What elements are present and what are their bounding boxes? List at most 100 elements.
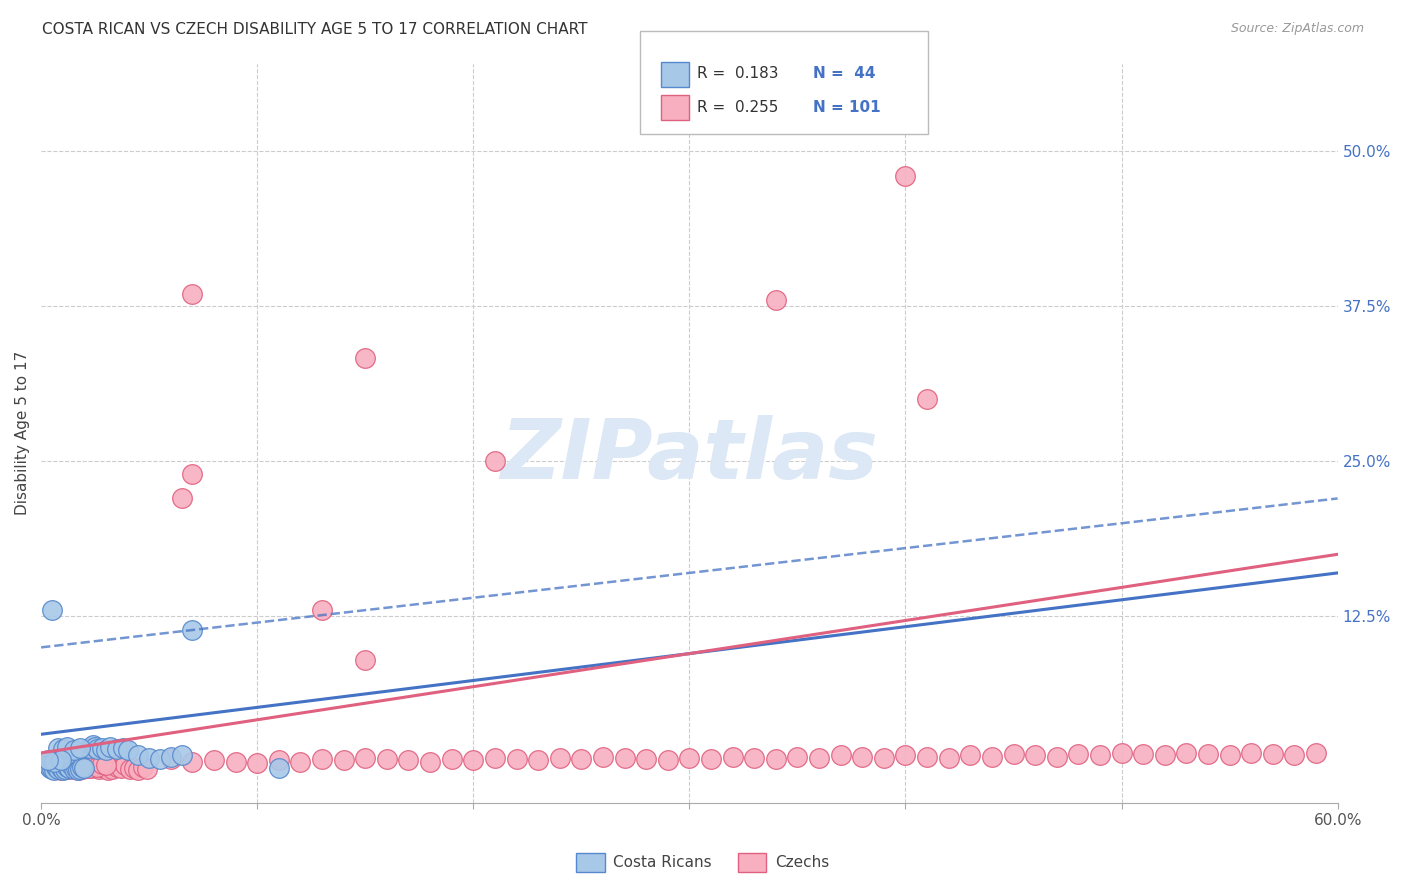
Point [48, 757, 70, 772]
Point [311, 752, 333, 766]
Point [1284, 748, 1306, 763]
Point [52, 764, 75, 778]
Point [105, 759, 128, 773]
Point [112, 740, 135, 755]
Point [873, 751, 896, 765]
Point [1088, 748, 1111, 763]
Point [70, 762, 93, 776]
Point [110, 761, 132, 775]
Point [93, 761, 115, 775]
Point [58, 762, 80, 776]
Text: R =  0.255: R = 0.255 [697, 101, 779, 115]
Point [114, 758, 136, 772]
Point [77, 761, 100, 775]
Point [181, 755, 204, 769]
Point [80, 761, 103, 775]
Point [73, 759, 96, 773]
Text: COSTA RICAN VS CZECH DISABILITY AGE 5 TO 17 CORRELATION CHART: COSTA RICAN VS CZECH DISABILITY AGE 5 TO… [42, 22, 588, 37]
Point [66, 764, 89, 778]
Point [440, 752, 463, 766]
Point [66, 764, 89, 778]
Point [170, 491, 193, 506]
Point [127, 764, 149, 778]
Point [90, 757, 112, 772]
Point [1111, 746, 1133, 760]
Point [267, 753, 290, 767]
Point [1067, 747, 1090, 761]
Y-axis label: Disability Age 5 to 17: Disability Age 5 to 17 [15, 351, 30, 516]
Point [70, 759, 93, 773]
Point [678, 751, 700, 765]
Point [527, 753, 550, 767]
Point [225, 755, 247, 769]
Point [138, 751, 160, 765]
Point [592, 749, 614, 764]
Point [375, 752, 398, 766]
Text: N =  44: N = 44 [813, 66, 875, 80]
Point [38, 761, 60, 775]
Point [41, 603, 63, 617]
Point [159, 752, 181, 766]
Text: ZIPatlas: ZIPatlas [501, 415, 879, 496]
Point [915, 749, 938, 764]
Point [48, 740, 70, 755]
Point [94, 758, 117, 772]
Point [246, 756, 269, 770]
Point [1261, 747, 1284, 761]
Point [1240, 746, 1263, 760]
Point [332, 753, 354, 767]
Point [131, 759, 153, 773]
Point [86, 759, 108, 773]
Point [69, 740, 91, 755]
Point [94, 743, 117, 757]
Point [1024, 748, 1046, 763]
Point [98, 739, 121, 754]
Point [419, 755, 441, 769]
Point [97, 764, 120, 778]
Point [53, 762, 76, 776]
Point [136, 762, 159, 776]
Point [65, 761, 87, 775]
Point [1046, 749, 1069, 764]
Point [613, 751, 636, 765]
Point [69, 762, 91, 776]
Point [505, 752, 527, 766]
Text: Czechs: Czechs [775, 855, 830, 870]
Point [52, 742, 75, 756]
Point [53, 759, 76, 773]
Point [122, 761, 145, 775]
Point [41, 762, 63, 776]
Point [181, 623, 204, 637]
Point [41, 761, 63, 775]
Point [548, 751, 571, 765]
Point [56, 739, 79, 754]
Point [657, 753, 679, 767]
Point [311, 603, 333, 617]
Point [118, 762, 141, 776]
Point [37, 758, 59, 772]
Point [721, 749, 744, 764]
Point [354, 751, 377, 765]
Point [354, 653, 377, 667]
Point [1175, 746, 1198, 760]
Point [700, 752, 723, 766]
Point [980, 749, 1002, 764]
Point [60, 758, 83, 772]
Point [42, 756, 65, 770]
Point [851, 749, 873, 764]
Point [37, 755, 59, 769]
Point [1153, 748, 1175, 763]
Point [484, 751, 506, 765]
Point [938, 751, 960, 765]
Text: R =  0.183: R = 0.183 [697, 66, 779, 80]
Point [45, 762, 67, 776]
Point [56, 759, 79, 773]
Point [127, 748, 149, 763]
Point [101, 762, 124, 776]
Text: Costa Ricans: Costa Ricans [613, 855, 711, 870]
Point [181, 286, 204, 301]
Point [1305, 746, 1327, 760]
Point [117, 743, 139, 757]
Point [894, 748, 917, 763]
Point [202, 753, 225, 767]
